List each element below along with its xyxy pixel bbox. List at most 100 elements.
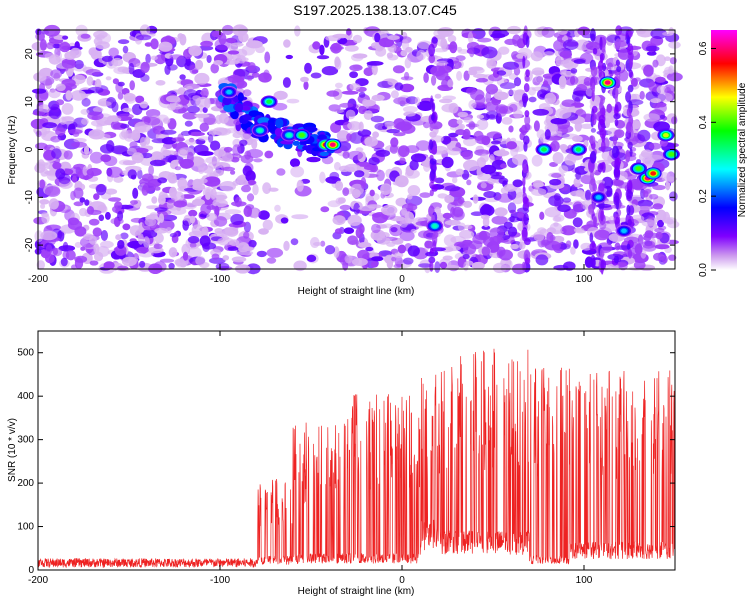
spectrogram-cell xyxy=(489,227,505,239)
spectrogram-cell xyxy=(459,229,475,239)
spectrogram-cell xyxy=(192,198,205,206)
spectrogram-cell xyxy=(347,214,362,226)
spectrogram-cell xyxy=(187,151,194,164)
spectrogram-cell xyxy=(214,205,220,217)
spectrogram-cell xyxy=(195,255,206,266)
spectrogram-cell xyxy=(98,214,105,222)
spectrogram-cell xyxy=(391,256,397,262)
spectrogram-cell xyxy=(131,152,144,164)
spectrogram-cell xyxy=(418,263,432,268)
spectrogram-cell xyxy=(239,139,248,146)
spectrogram-cell xyxy=(232,144,242,156)
spectrogram-track-cell xyxy=(223,103,237,113)
spectrogram-cell xyxy=(590,178,596,186)
spectrogram-hot-spot xyxy=(431,223,438,229)
spectrogram-cell xyxy=(590,170,594,181)
spectrogram-cell xyxy=(468,121,476,130)
spectrogram-cell xyxy=(553,264,569,271)
spectrogram-cell xyxy=(45,254,55,264)
spectrogram-cell xyxy=(572,217,583,228)
spectrogram-cell xyxy=(493,91,509,101)
spectrogram-cell xyxy=(336,130,350,142)
spectrogram-cell xyxy=(357,249,370,261)
spectrogram-cell xyxy=(448,118,460,128)
spectrogram-cell xyxy=(293,260,307,272)
spectrogram-cell xyxy=(251,208,259,219)
spectrogram-cell xyxy=(320,240,326,247)
spectrogram-cell xyxy=(627,43,634,56)
spectrogram-cell xyxy=(154,227,169,234)
spectrogram-cell xyxy=(346,133,352,141)
spectrogram-cell xyxy=(643,190,649,198)
spectrogram-cell xyxy=(159,258,175,263)
spectrogram-cell xyxy=(599,127,607,139)
spectrogram-cell xyxy=(668,65,674,75)
spectrogram-cell xyxy=(194,72,210,85)
spectrogram-cell xyxy=(407,194,413,200)
spectrogram-cell xyxy=(553,39,567,52)
spectrogram-cell xyxy=(471,261,485,270)
spectrogram-cell xyxy=(637,199,654,208)
spectrogram-cell xyxy=(123,130,135,142)
spectrogram-cell xyxy=(638,205,652,211)
spectrogram-cell xyxy=(352,34,363,44)
spectrogram-cell xyxy=(39,179,46,189)
spectrogram-cell xyxy=(86,167,102,177)
spectrogram-cell xyxy=(600,259,607,270)
spectrogram-cell xyxy=(392,65,405,74)
spectrogram-cell xyxy=(473,130,484,141)
spectrogram-cell xyxy=(522,163,528,174)
spectrogram-cell xyxy=(248,239,257,248)
spectrogram-cell xyxy=(591,82,596,94)
spectrogram-cell xyxy=(211,30,223,38)
spectrogram-cell xyxy=(522,55,526,69)
spectrogram-cell xyxy=(513,77,522,87)
spectrogram-cell xyxy=(562,197,572,203)
spectrogram-cell xyxy=(291,214,309,220)
spectrogram-cell xyxy=(95,41,110,50)
spectrogram-cell xyxy=(402,106,418,113)
spectrogram-cell xyxy=(449,132,459,138)
spectrogram-cell xyxy=(241,246,255,251)
spectrogram-cell xyxy=(358,205,376,212)
spectrogram-cell xyxy=(231,256,247,263)
spectrogram-cell xyxy=(177,177,188,190)
spectrogram-cell xyxy=(40,203,46,209)
spectrogram-cell xyxy=(320,206,330,213)
spectrogram-cell xyxy=(570,190,585,197)
spectrogram-cell xyxy=(192,183,206,191)
spectrogram-cell xyxy=(499,82,516,90)
spectrogram-cell xyxy=(73,187,84,199)
spectrogram-cell xyxy=(153,261,167,273)
spectrogram-cell xyxy=(197,151,214,156)
spectrogram-cell xyxy=(92,227,103,237)
spectrogram-cell xyxy=(507,202,517,214)
spectrogram-cell xyxy=(74,226,87,237)
spectrogram-cell xyxy=(442,95,456,101)
spectrogram-cell xyxy=(614,101,622,113)
spectrogram-cell xyxy=(233,69,250,77)
spectrogram-cell xyxy=(48,107,62,120)
spectrogram-cell xyxy=(628,69,633,78)
spectrogram-cell xyxy=(629,54,634,69)
x-tick-label: 100 xyxy=(576,274,593,285)
colorbar-tick-label: 0.0 xyxy=(698,263,709,277)
spectrogram-cell xyxy=(528,96,537,103)
spectrogram-cell xyxy=(590,258,596,269)
spectrogram-cell xyxy=(653,252,664,261)
spectrogram-cell xyxy=(245,204,255,210)
spectrogram-cell xyxy=(191,224,204,236)
spectrogram-cell xyxy=(206,213,218,221)
spectrogram-cell xyxy=(241,133,251,141)
spectrogram-cell xyxy=(89,151,104,164)
spectrogram-cell xyxy=(129,30,137,37)
spectrogram-cell xyxy=(224,209,242,215)
spectrogram-cell xyxy=(106,140,115,152)
spectrogram-cell xyxy=(555,108,572,119)
spectrogram-cell xyxy=(215,262,230,271)
spectrogram-cell xyxy=(393,132,406,137)
spectrogram-hot-spot xyxy=(286,133,293,138)
spectrogram-cell xyxy=(143,116,161,126)
spectrogram-cell xyxy=(153,243,163,249)
spectrogram-cell xyxy=(663,211,671,224)
